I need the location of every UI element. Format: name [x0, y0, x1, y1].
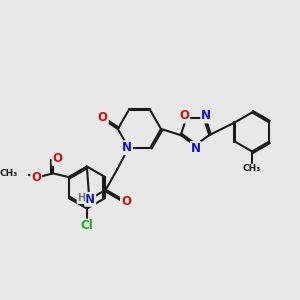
Text: O: O — [179, 110, 189, 122]
Text: N: N — [122, 141, 132, 154]
Text: O: O — [52, 152, 63, 165]
Text: N: N — [201, 110, 211, 122]
Text: O: O — [98, 111, 108, 124]
Text: Cl: Cl — [80, 220, 93, 232]
Text: CH₃: CH₃ — [0, 169, 18, 178]
Text: O: O — [121, 195, 131, 208]
Text: O: O — [31, 170, 41, 184]
Text: N: N — [190, 142, 201, 155]
Text: N: N — [85, 193, 95, 206]
Text: CH₃: CH₃ — [243, 164, 261, 173]
Text: H: H — [77, 193, 86, 203]
